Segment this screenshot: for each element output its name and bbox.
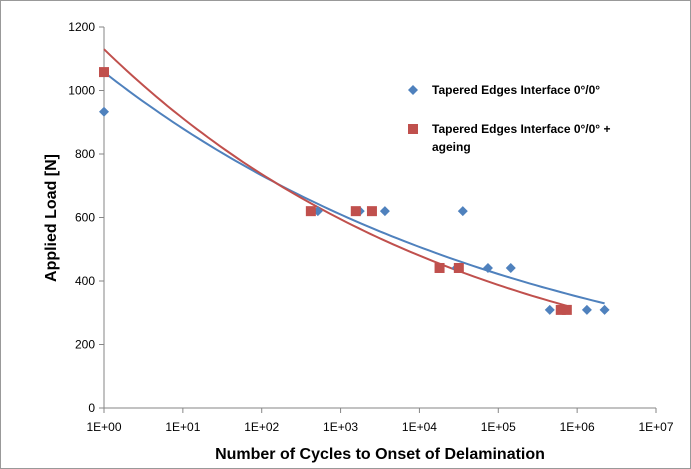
legend-label: Tapered Edges Interface 0°/0°: [432, 83, 601, 97]
trendline: [103, 48, 568, 307]
x-tick-label: 1E+04: [402, 420, 437, 434]
data-point: [305, 206, 316, 217]
trendline: [103, 71, 605, 305]
y-tick-label: 200: [75, 338, 95, 352]
y-tick-label: 800: [75, 147, 95, 161]
x-tick-label: 1E+02: [244, 420, 279, 434]
data-point: [99, 106, 109, 117]
data-point: [366, 206, 377, 217]
x-axis-title: Number of Cycles to Onset of Delaminatio…: [215, 446, 545, 463]
data-point: [457, 206, 468, 217]
data-point: [350, 206, 361, 217]
x-tick-label: 1E+01: [165, 420, 200, 434]
data-point: [561, 304, 572, 315]
y-tick-label: 1200: [68, 20, 95, 34]
legend-marker: [408, 124, 418, 134]
x-tick-label: 1E+05: [481, 420, 516, 434]
y-tick-label: 1000: [68, 84, 95, 98]
data-point: [434, 262, 445, 273]
data-point: [99, 67, 109, 78]
x-tick-label: 1E+06: [560, 420, 595, 434]
data-point: [599, 304, 610, 315]
x-tick-label: 1E+07: [638, 420, 673, 434]
legend-marker: [408, 85, 418, 95]
x-tick-label: 1E+03: [323, 420, 358, 434]
y-tick-label: 400: [75, 274, 95, 288]
y-tick-label: 600: [75, 211, 95, 225]
legend-label: Tapered Edges Interface 0°/0° + ageing: [432, 122, 611, 154]
data-point: [581, 304, 592, 315]
data-point: [505, 262, 516, 273]
y-axis-title: Applied Load [N]: [43, 154, 60, 282]
data-point: [544, 304, 555, 315]
data-point: [379, 206, 390, 217]
x-tick-label: 1E+00: [86, 420, 121, 434]
data-point: [482, 262, 493, 273]
data-point: [555, 304, 566, 315]
data-point: [453, 262, 464, 273]
y-tick-label: 0: [88, 401, 95, 415]
